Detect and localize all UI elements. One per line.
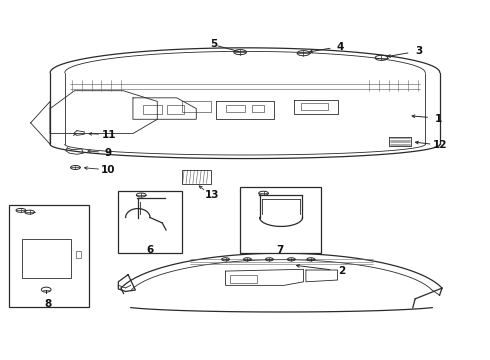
Bar bbox=[240, 187, 320, 253]
Text: 10: 10 bbox=[100, 165, 115, 175]
Text: 2: 2 bbox=[338, 266, 345, 276]
Text: 7: 7 bbox=[276, 246, 284, 255]
Bar bbox=[167, 105, 184, 114]
Bar bbox=[9, 205, 89, 307]
Bar bbox=[301, 103, 328, 111]
Bar bbox=[22, 239, 71, 278]
Text: 13: 13 bbox=[205, 190, 219, 200]
Text: 5: 5 bbox=[210, 39, 217, 49]
Text: 4: 4 bbox=[336, 42, 343, 52]
Bar bbox=[252, 105, 265, 112]
Text: 12: 12 bbox=[433, 140, 447, 150]
Text: 1: 1 bbox=[434, 113, 441, 123]
Bar bbox=[182, 170, 211, 184]
Text: 9: 9 bbox=[104, 148, 111, 158]
Text: 3: 3 bbox=[416, 46, 423, 57]
Bar bbox=[225, 105, 245, 112]
Bar bbox=[143, 105, 162, 114]
Text: 11: 11 bbox=[101, 130, 116, 140]
Text: 6: 6 bbox=[147, 246, 154, 255]
Text: 8: 8 bbox=[44, 299, 51, 309]
Bar bbox=[118, 191, 182, 253]
Bar bbox=[230, 275, 257, 283]
Bar bbox=[76, 251, 81, 258]
